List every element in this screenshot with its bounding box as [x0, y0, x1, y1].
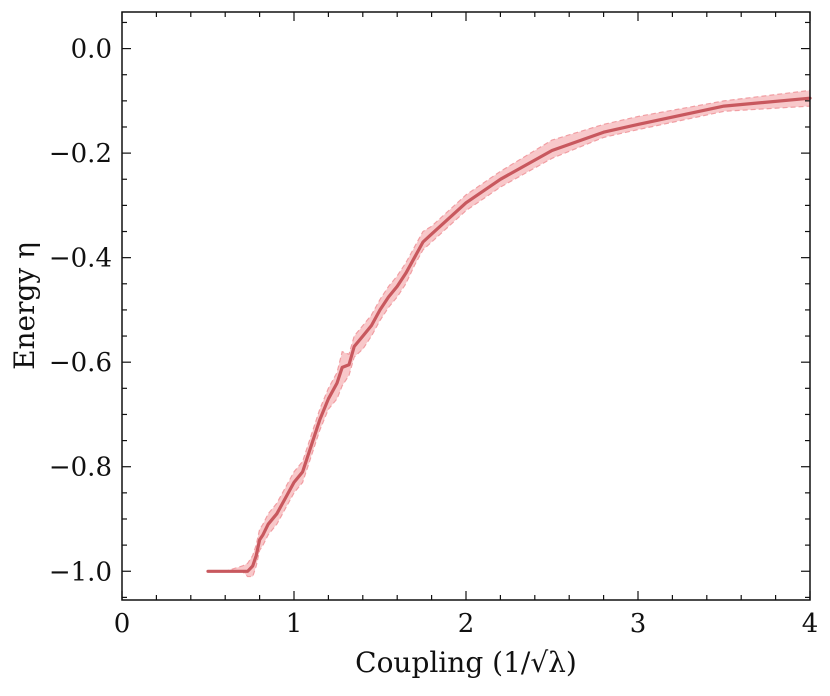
x-axis-label: Coupling (1/√λ) [355, 646, 577, 679]
y-axis-label: Energy η [8, 242, 41, 370]
y-tick-label: 0.0 [71, 35, 112, 65]
x-tick-label: 2 [458, 609, 475, 639]
x-tick-label: 1 [286, 609, 303, 639]
uncertainty-band-layer [208, 89, 811, 578]
y-tick-label: −0.4 [49, 244, 112, 274]
uncertainty-band [208, 90, 810, 577]
y-tick-label: −0.2 [49, 139, 112, 169]
series-line [206, 96, 812, 573]
plot-frame [121, 11, 811, 601]
x-tick-label: 0 [114, 609, 131, 639]
x-tick-label: 4 [802, 609, 819, 639]
y-tick-label: −1.0 [49, 557, 112, 587]
series-line-layer [206, 96, 812, 573]
band-lower-edge [208, 105, 811, 578]
band-upper-edge [208, 89, 811, 572]
y-tick-label: −0.6 [49, 348, 112, 378]
y-tick-label: −0.8 [49, 453, 112, 483]
tick-layer: 0 1 2 3 4 0.0 −0.2 −0.4 −0.6 −0.8 −1.0 [49, 12, 818, 639]
x-tick-label: 3 [630, 609, 647, 639]
